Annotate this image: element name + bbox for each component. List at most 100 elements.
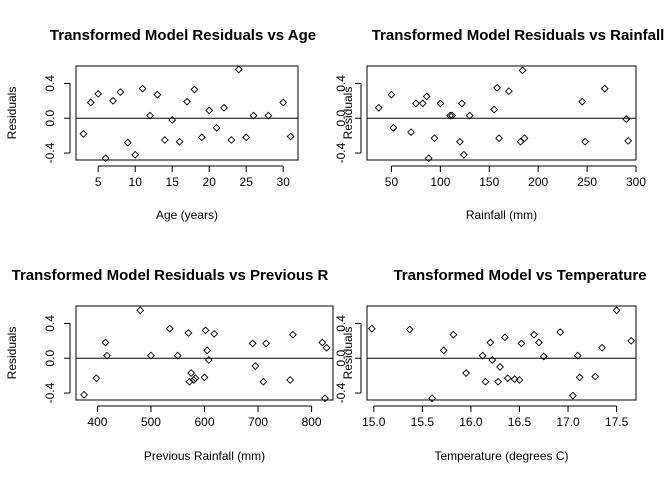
data-point <box>212 123 221 132</box>
x-tick-label: 700 <box>248 415 268 429</box>
data-point <box>517 339 526 348</box>
x-tick-label: 500 <box>141 415 161 429</box>
data-point <box>503 374 512 383</box>
data-point <box>187 369 196 377</box>
data-point <box>262 339 271 348</box>
data-point <box>168 116 177 124</box>
chart-title: Transformed Model Residuals vs Rainfall <box>372 27 665 44</box>
data-point <box>191 374 200 383</box>
data-point <box>101 154 110 163</box>
data-point <box>374 103 383 112</box>
data-point <box>318 338 327 347</box>
data-point <box>465 111 474 120</box>
data-point <box>201 326 210 335</box>
data-point <box>116 88 125 97</box>
data-point <box>624 136 633 145</box>
data-point <box>488 356 497 364</box>
y-axis-label: Residuals <box>341 327 355 380</box>
x-axis-label: Temperature (degrees C) <box>434 449 568 463</box>
data-point <box>94 89 103 98</box>
x-axis-label: Age (years) <box>156 208 218 222</box>
data-point <box>518 66 527 75</box>
data-point <box>197 133 206 142</box>
chart-title: Transformed Model Residuals vs Previous … <box>12 267 329 284</box>
x-axis-label: Rainfall (mm) <box>466 208 537 222</box>
data-point <box>436 99 445 108</box>
data-point <box>481 377 490 386</box>
data-point <box>147 351 155 360</box>
data-point <box>446 111 455 120</box>
data-point <box>515 376 524 384</box>
data-point <box>534 338 543 347</box>
scatter-panel: Transformed Model Residuals vs Rainfall 5… <box>334 27 664 222</box>
data-point <box>210 329 219 338</box>
data-point <box>234 65 243 74</box>
data-point <box>242 133 251 142</box>
data-point <box>173 351 182 360</box>
data-point <box>568 391 577 400</box>
data-point <box>581 137 590 146</box>
data-point <box>251 362 260 370</box>
scatter-panel: Transformed Model Residuals vs Previous … <box>5 267 334 463</box>
y-tick-label: -0.4 <box>334 382 348 403</box>
y-tick-label: 0.0 <box>334 350 348 367</box>
data-point <box>203 346 212 355</box>
data-point <box>439 346 448 355</box>
data-point <box>184 329 193 337</box>
data-point <box>591 372 600 381</box>
x-tick-label: 15.5 <box>411 415 435 429</box>
x-tick-label: 600 <box>194 415 214 429</box>
data-point <box>389 123 398 132</box>
x-tick-label: 30 <box>277 175 291 189</box>
data-point <box>175 137 184 146</box>
plot-frame <box>366 305 637 401</box>
data-point <box>627 336 636 345</box>
data-point <box>424 154 433 163</box>
data-point <box>556 328 565 337</box>
data-point <box>407 128 415 137</box>
data-point <box>422 92 431 101</box>
data-point <box>478 351 487 360</box>
data-point <box>200 373 209 382</box>
data-point <box>136 306 145 315</box>
data-point <box>494 377 503 386</box>
data-point <box>495 134 503 143</box>
data-point <box>286 376 295 384</box>
data-point <box>600 84 609 93</box>
x-tick-label: 50 <box>385 175 399 189</box>
x-tick-label: 400 <box>87 415 107 429</box>
data-point <box>249 111 258 120</box>
data-point <box>103 351 111 360</box>
data-point <box>138 84 147 93</box>
data-point <box>259 377 268 386</box>
data-point <box>131 150 140 159</box>
data-point <box>539 352 548 361</box>
x-tick-label: 5 <box>95 175 102 189</box>
data-point <box>80 390 88 399</box>
data-point <box>92 374 101 383</box>
data-point <box>448 111 457 120</box>
data-point <box>286 132 295 141</box>
data-point <box>86 98 95 107</box>
data-point <box>367 324 376 333</box>
y-tick-label: 0.4 <box>334 75 348 92</box>
x-tick-label: 200 <box>528 175 548 189</box>
y-tick-label: 0.0 <box>334 110 348 127</box>
data-point <box>220 103 228 112</box>
data-point <box>459 150 468 159</box>
data-point <box>449 330 458 339</box>
data-point <box>165 324 174 333</box>
data-point <box>183 97 191 106</box>
data-point <box>430 134 439 143</box>
x-axis-label: Previous Rainfall (mm) <box>144 449 265 463</box>
scatter-panel: Transformed Model Residuals vs Age 5 10 15 2… <box>5 27 316 222</box>
y-axis-label: Residuals <box>341 87 355 140</box>
y-axis-label: Residuals <box>5 87 19 140</box>
chart-title: Transformed Model Residuals vs Age <box>50 27 316 44</box>
data-point <box>264 111 273 120</box>
data-point <box>101 338 110 347</box>
data-point <box>578 97 587 106</box>
y-tick-label: 0.4 <box>334 315 348 332</box>
data-point <box>520 134 529 143</box>
